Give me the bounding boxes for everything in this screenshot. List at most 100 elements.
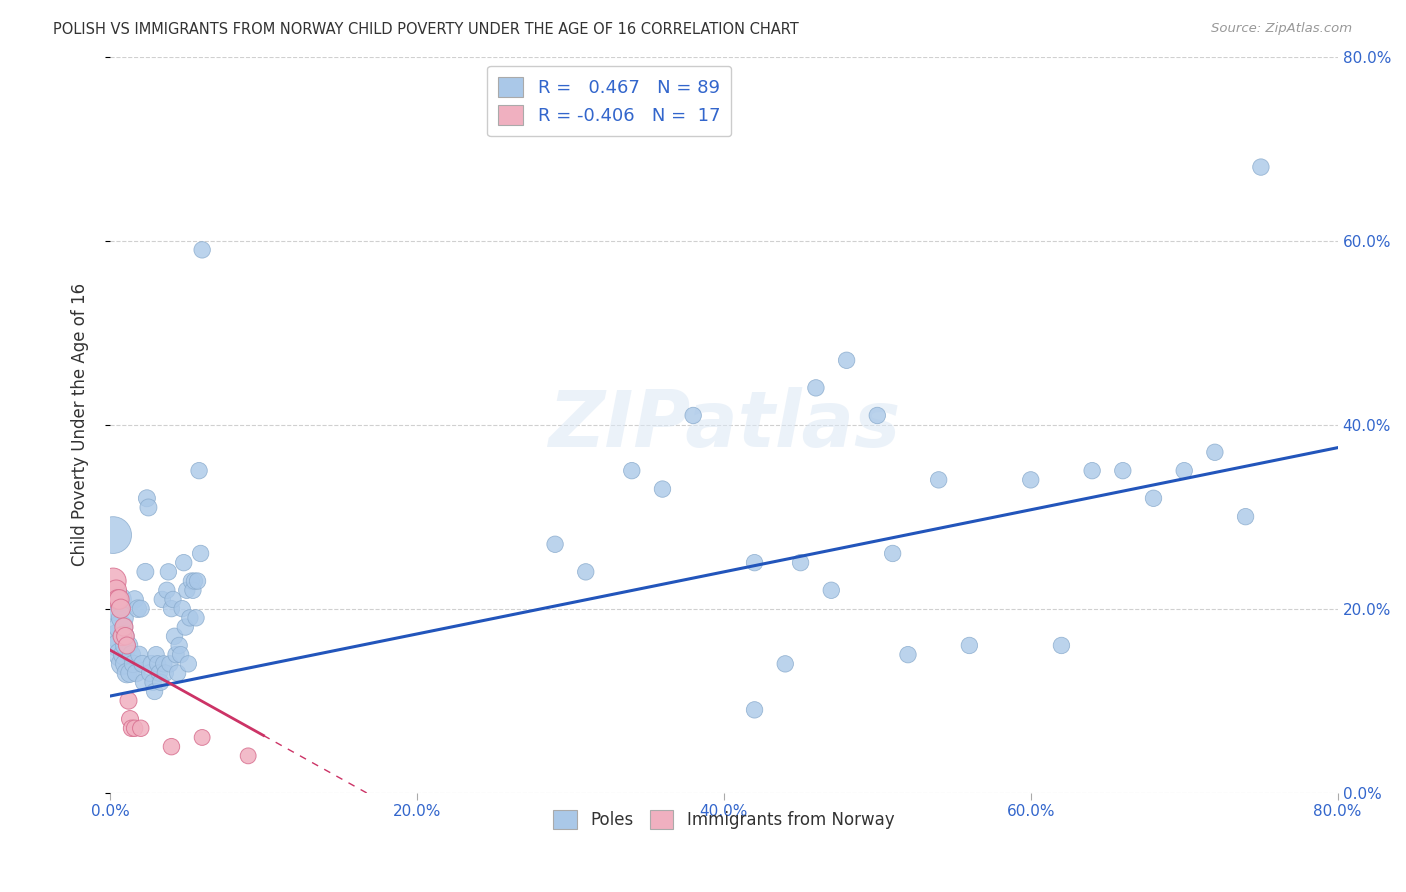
Point [957, 639, 980, 653]
Point [1112, 464, 1135, 478]
Point [820, 583, 842, 598]
Point [124, 592, 146, 607]
Point [118, 666, 141, 681]
Point [139, 666, 162, 681]
Point [166, 666, 188, 681]
Point [190, 546, 212, 560]
Point [101, 574, 124, 588]
Point [159, 657, 181, 671]
Point [866, 409, 889, 423]
Point [128, 648, 150, 662]
Point [1142, 491, 1164, 506]
Text: Source: ZipAtlas.com: Source: ZipAtlas.com [1212, 22, 1353, 36]
Point [108, 592, 131, 607]
Point [131, 657, 153, 671]
Point [575, 565, 598, 579]
Point [150, 592, 173, 607]
Point [183, 574, 205, 588]
Point [789, 556, 811, 570]
Point [134, 565, 156, 579]
Point [117, 639, 139, 653]
Point [146, 657, 169, 671]
Point [177, 657, 200, 671]
Point [132, 675, 155, 690]
Point [188, 464, 211, 478]
Point [238, 748, 260, 763]
Point [1250, 160, 1272, 174]
Point [129, 601, 152, 615]
Point [180, 574, 202, 588]
Point [110, 601, 132, 615]
Point [125, 666, 148, 681]
Point [105, 601, 128, 615]
Point [1173, 464, 1195, 478]
Point [141, 657, 163, 671]
Point [101, 528, 124, 542]
Point [121, 721, 143, 735]
Point [115, 639, 138, 653]
Point [138, 500, 160, 515]
Point [157, 565, 180, 579]
Point [124, 721, 146, 735]
Point [145, 648, 167, 662]
Point [1234, 509, 1257, 524]
Point [169, 648, 191, 662]
Point [129, 721, 152, 735]
Point [118, 712, 141, 726]
Point [744, 703, 766, 717]
Point [1050, 639, 1073, 653]
Point [1204, 445, 1226, 459]
Point [114, 629, 136, 643]
Point [108, 592, 131, 607]
Point [1019, 473, 1042, 487]
Point [162, 592, 184, 607]
Point [773, 657, 796, 671]
Point [1081, 464, 1104, 478]
Point [160, 601, 183, 615]
Point [115, 666, 138, 681]
Y-axis label: Child Poverty Under the Age of 16: Child Poverty Under the Age of 16 [72, 283, 89, 566]
Point [620, 464, 643, 478]
Point [651, 482, 673, 496]
Point [152, 657, 174, 671]
Point [156, 583, 179, 598]
Point [135, 491, 157, 506]
Point [111, 629, 134, 643]
Point [172, 601, 194, 615]
Point [544, 537, 567, 551]
Point [682, 409, 704, 423]
Point [174, 620, 197, 634]
Point [127, 601, 149, 615]
Point [186, 574, 208, 588]
Point [112, 648, 135, 662]
Point [165, 648, 187, 662]
Point [114, 657, 136, 671]
Point [191, 243, 214, 257]
Point [114, 639, 136, 653]
Point [111, 657, 134, 671]
Point [835, 353, 858, 368]
Point [108, 639, 131, 653]
Point [112, 620, 135, 634]
Point [111, 611, 134, 625]
Point [744, 556, 766, 570]
Point [149, 675, 172, 690]
Point [804, 381, 827, 395]
Point [143, 684, 166, 698]
Point [107, 592, 129, 607]
Point [110, 620, 132, 634]
Point [173, 556, 195, 570]
Point [110, 648, 132, 662]
Point [181, 583, 204, 598]
Point [882, 546, 904, 560]
Point [163, 629, 186, 643]
Text: ZIPatlas: ZIPatlas [548, 386, 900, 463]
Point [897, 648, 920, 662]
Point [928, 473, 950, 487]
Point [167, 639, 190, 653]
Point [176, 583, 198, 598]
Point [142, 675, 165, 690]
Point [160, 739, 183, 754]
Text: POLISH VS IMMIGRANTS FROM NORWAY CHILD POVERTY UNDER THE AGE OF 16 CORRELATION C: POLISH VS IMMIGRANTS FROM NORWAY CHILD P… [53, 22, 799, 37]
Legend: Poles, Immigrants from Norway: Poles, Immigrants from Norway [547, 804, 901, 836]
